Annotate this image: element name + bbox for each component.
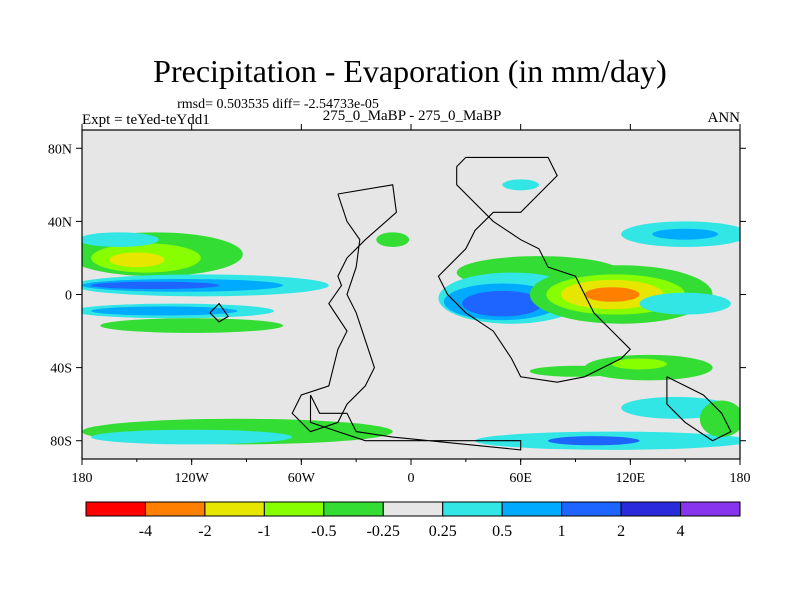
colorbar-label-3: -0.5: [311, 523, 336, 540]
y-axis: 80N 40N 0 40S 80S: [48, 142, 746, 450]
season-label: ANN: [708, 110, 741, 126]
contour-region-25: [612, 358, 667, 370]
colorbar-label-8: 2: [617, 523, 625, 540]
colorbar-label-9: 4: [677, 523, 685, 540]
contour-region-9: [82, 232, 159, 247]
x-axis: 180 120W 60W 0 60E 120E 180: [72, 124, 751, 486]
contour-fills: [82, 179, 740, 450]
colorbar: -4 -2 -1 -0.5 -0.25 0.25 0.5 1 2 4: [85, 501, 741, 540]
colorbar-swatch-8: [561, 501, 622, 517]
continent-outlines: [209, 156, 732, 451]
contour-region-30: [529, 365, 622, 377]
colorbar-swatch-7: [501, 501, 563, 517]
colorbar-swatch-0: [85, 501, 146, 517]
colorbar-label-0: -4: [139, 523, 152, 540]
stats-label: rmsd= 0.503535 diff= -2.54733e-05: [177, 97, 379, 112]
colorbar-label-4: -0.25: [367, 523, 400, 540]
experiment-label: Expt = teYed-teYdd1: [82, 112, 210, 128]
x-tick-label-1: 120W: [175, 471, 210, 486]
colorbar-swatch-2: [204, 501, 265, 517]
contour-region-29: [699, 400, 740, 438]
x-tick-label-3: 0: [408, 471, 415, 486]
contour-region-20: [584, 287, 640, 302]
y-tick-label-1: 40N: [48, 215, 72, 230]
contour-region-2: [109, 252, 165, 268]
y-tick-label-2: 0: [65, 289, 72, 304]
contour-region-23: [652, 228, 719, 240]
contour-region-21: [639, 292, 731, 315]
colorbar-swatch-4: [323, 501, 384, 517]
contour-region-5: [91, 281, 220, 290]
colorbar-label-7: 1: [558, 523, 566, 540]
contour-region-8: [100, 318, 284, 333]
y-tick-label-3: 40S: [50, 362, 72, 377]
colorbar-label-1: -2: [198, 523, 211, 540]
contour-region-7: [91, 306, 238, 316]
coastline-3: [666, 376, 732, 442]
y-tick-label-4: 80S: [50, 435, 72, 450]
contour-region-31: [502, 179, 539, 191]
coastline-4: [209, 302, 229, 323]
colorbar-label-2: -1: [258, 523, 271, 540]
contour-region-10: [376, 232, 410, 247]
x-tick-label-4: 60E: [509, 471, 532, 486]
colorbar-swatch-6: [442, 501, 503, 517]
case-label: 275_0_MaBP - 275_0_MaBP: [323, 108, 502, 124]
colorbar-swatch-5: [382, 501, 444, 517]
colorbar-swatch-9: [620, 501, 682, 517]
chart-title: Precipitation - Evaporation (in mm/day): [153, 53, 667, 89]
x-tick-label-0: 180: [72, 471, 93, 486]
coastline-2: [309, 394, 522, 451]
y-tick-label-0: 80N: [48, 142, 72, 157]
colorbar-label-5: 0.25: [429, 523, 457, 540]
coastline-0: [291, 184, 397, 433]
colorbar-swatch-10: [680, 501, 741, 517]
coastline-1: [437, 156, 632, 383]
colorbar-swatch-3: [263, 501, 325, 517]
map-plot: [81, 129, 741, 460]
x-tick-label-2: 60W: [288, 471, 316, 486]
colorbar-label-6: 0.5: [492, 523, 512, 540]
colorbar-swatch-1: [144, 501, 206, 517]
x-tick-label-5: 120E: [616, 471, 646, 486]
contour-region-12: [91, 429, 293, 445]
x-tick-label-6: 180: [730, 471, 751, 486]
contour-region-28: [548, 436, 640, 446]
contour-region-16: [462, 290, 543, 317]
